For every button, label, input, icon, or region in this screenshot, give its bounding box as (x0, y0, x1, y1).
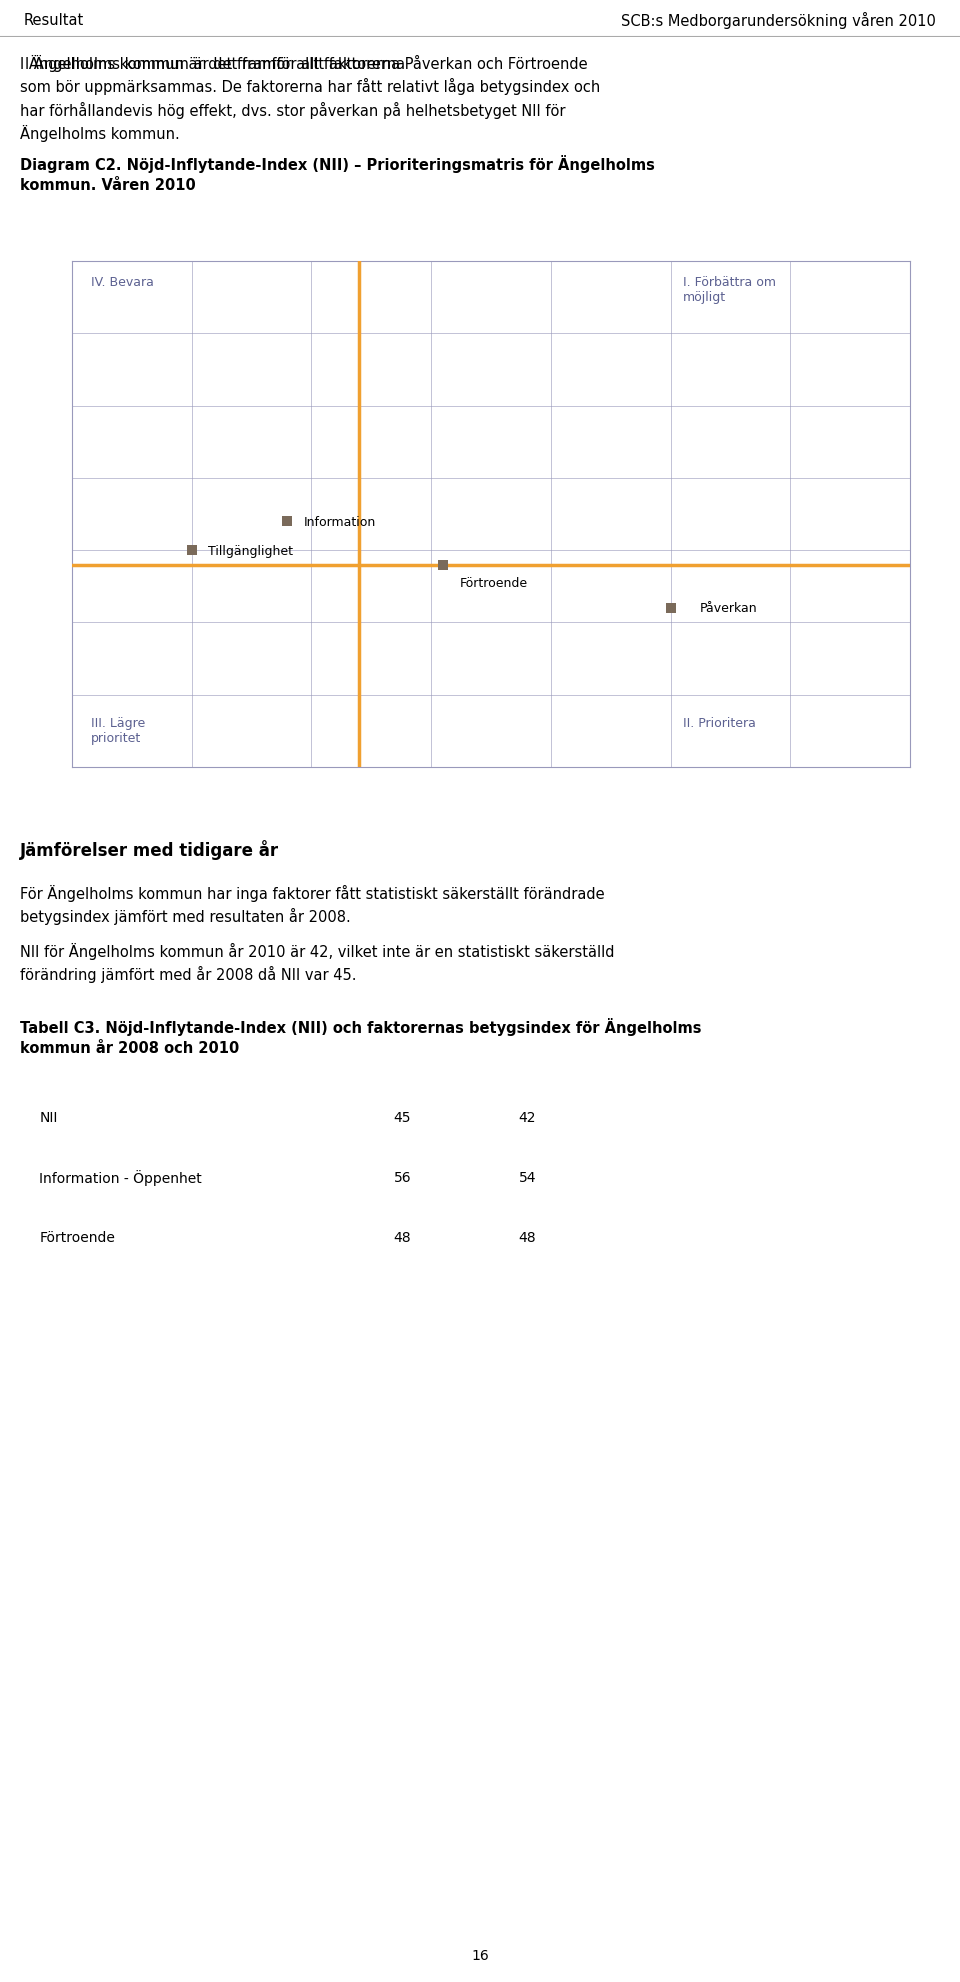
Text: I. Förbättra om
möjligt: I. Förbättra om möjligt (683, 275, 776, 305)
Text: III. Lägre
prioritet: III. Lägre prioritet (91, 717, 145, 745)
Text: 16: 16 (471, 1948, 489, 1962)
Text: IV. Bevara: IV. Bevara (91, 275, 154, 289)
Text: NII: NII (39, 1110, 58, 1124)
Text: Förtroende: Förtroende (39, 1231, 115, 1245)
Text: Ängelholms kommun: Ängelholms kommun (710, 232, 922, 252)
Text: 42: 42 (394, 1201, 411, 1215)
Text: 56: 56 (394, 1171, 411, 1185)
Text: Tillgänglighet: Tillgänglighet (208, 545, 294, 557)
Text: ANTAL SVARANDE: ANTAL SVARANDE (39, 1261, 180, 1274)
Text: SCB:s Medborgarundersökning våren 2010: SCB:s Medborgarundersökning våren 2010 (621, 12, 936, 30)
Text: Resultat: Resultat (24, 14, 84, 28)
Text: För Ängelholms kommun har inga faktorer fått statistiskt säkerställt förändrade
: För Ängelholms kommun har inga faktorer … (20, 884, 605, 926)
Text: Information: Information (304, 515, 376, 529)
Text: Påverkan: Påverkan (699, 603, 756, 614)
Text: 51: 51 (394, 1140, 411, 1154)
Text: 48: 48 (394, 1231, 411, 1245)
Text: 42: 42 (518, 1110, 537, 1124)
Text: Tillgänglighet: Tillgänglighet (39, 1140, 133, 1154)
Text: Jämförelser med tidigare år: Jämförelser med tidigare år (20, 840, 279, 860)
Text: 48: 48 (518, 1231, 537, 1245)
Text: Information - Öppenhet: Information - Öppenhet (39, 1169, 202, 1185)
Text: Effekt: Effekt (882, 791, 929, 805)
Text: 560: 560 (513, 1261, 542, 1274)
Text: 2010: 2010 (508, 1080, 547, 1094)
Text: Påverkan: Påverkan (39, 1201, 104, 1215)
Text: 42: 42 (518, 1201, 537, 1215)
Text: Tabell C3. Nöjd-Inflytande-Index (NII) och faktorernas betygsindex för Ängelholm: Tabell C3. Nöjd-Inflytande-Index (NII) o… (20, 1017, 702, 1054)
Text: 564: 564 (388, 1261, 417, 1274)
Text: 45: 45 (394, 1110, 411, 1124)
Text: 50: 50 (518, 1140, 537, 1154)
Text: II. Prioritera: II. Prioritera (683, 717, 756, 729)
Text: I Ängelholms kommun är det framför allt faktorerna Påverkan och Förtroende
som b: I Ängelholms kommun är det framför allt … (20, 55, 600, 143)
Text: I Ängelholms kommun är det framför allt faktorerna: I Ängelholms kommun är det framför allt … (25, 55, 410, 71)
Text: Förtroende: Förtroende (460, 577, 528, 591)
Text: 54: 54 (518, 1171, 537, 1185)
Text: Diagram C2. Nöjd-Inflytande-Index (NII) – Prioriteringsmatris för Ängelholms
kom: Diagram C2. Nöjd-Inflytande-Index (NII) … (20, 155, 655, 192)
Text: NII för Ängelholms kommun år 2010 är 42, vilket inte är en statistiskt säkerstäl: NII för Ängelholms kommun år 2010 är 42,… (20, 943, 614, 983)
Text: 2008: 2008 (383, 1080, 421, 1094)
Text: Betygsindex: Betygsindex (34, 232, 131, 246)
